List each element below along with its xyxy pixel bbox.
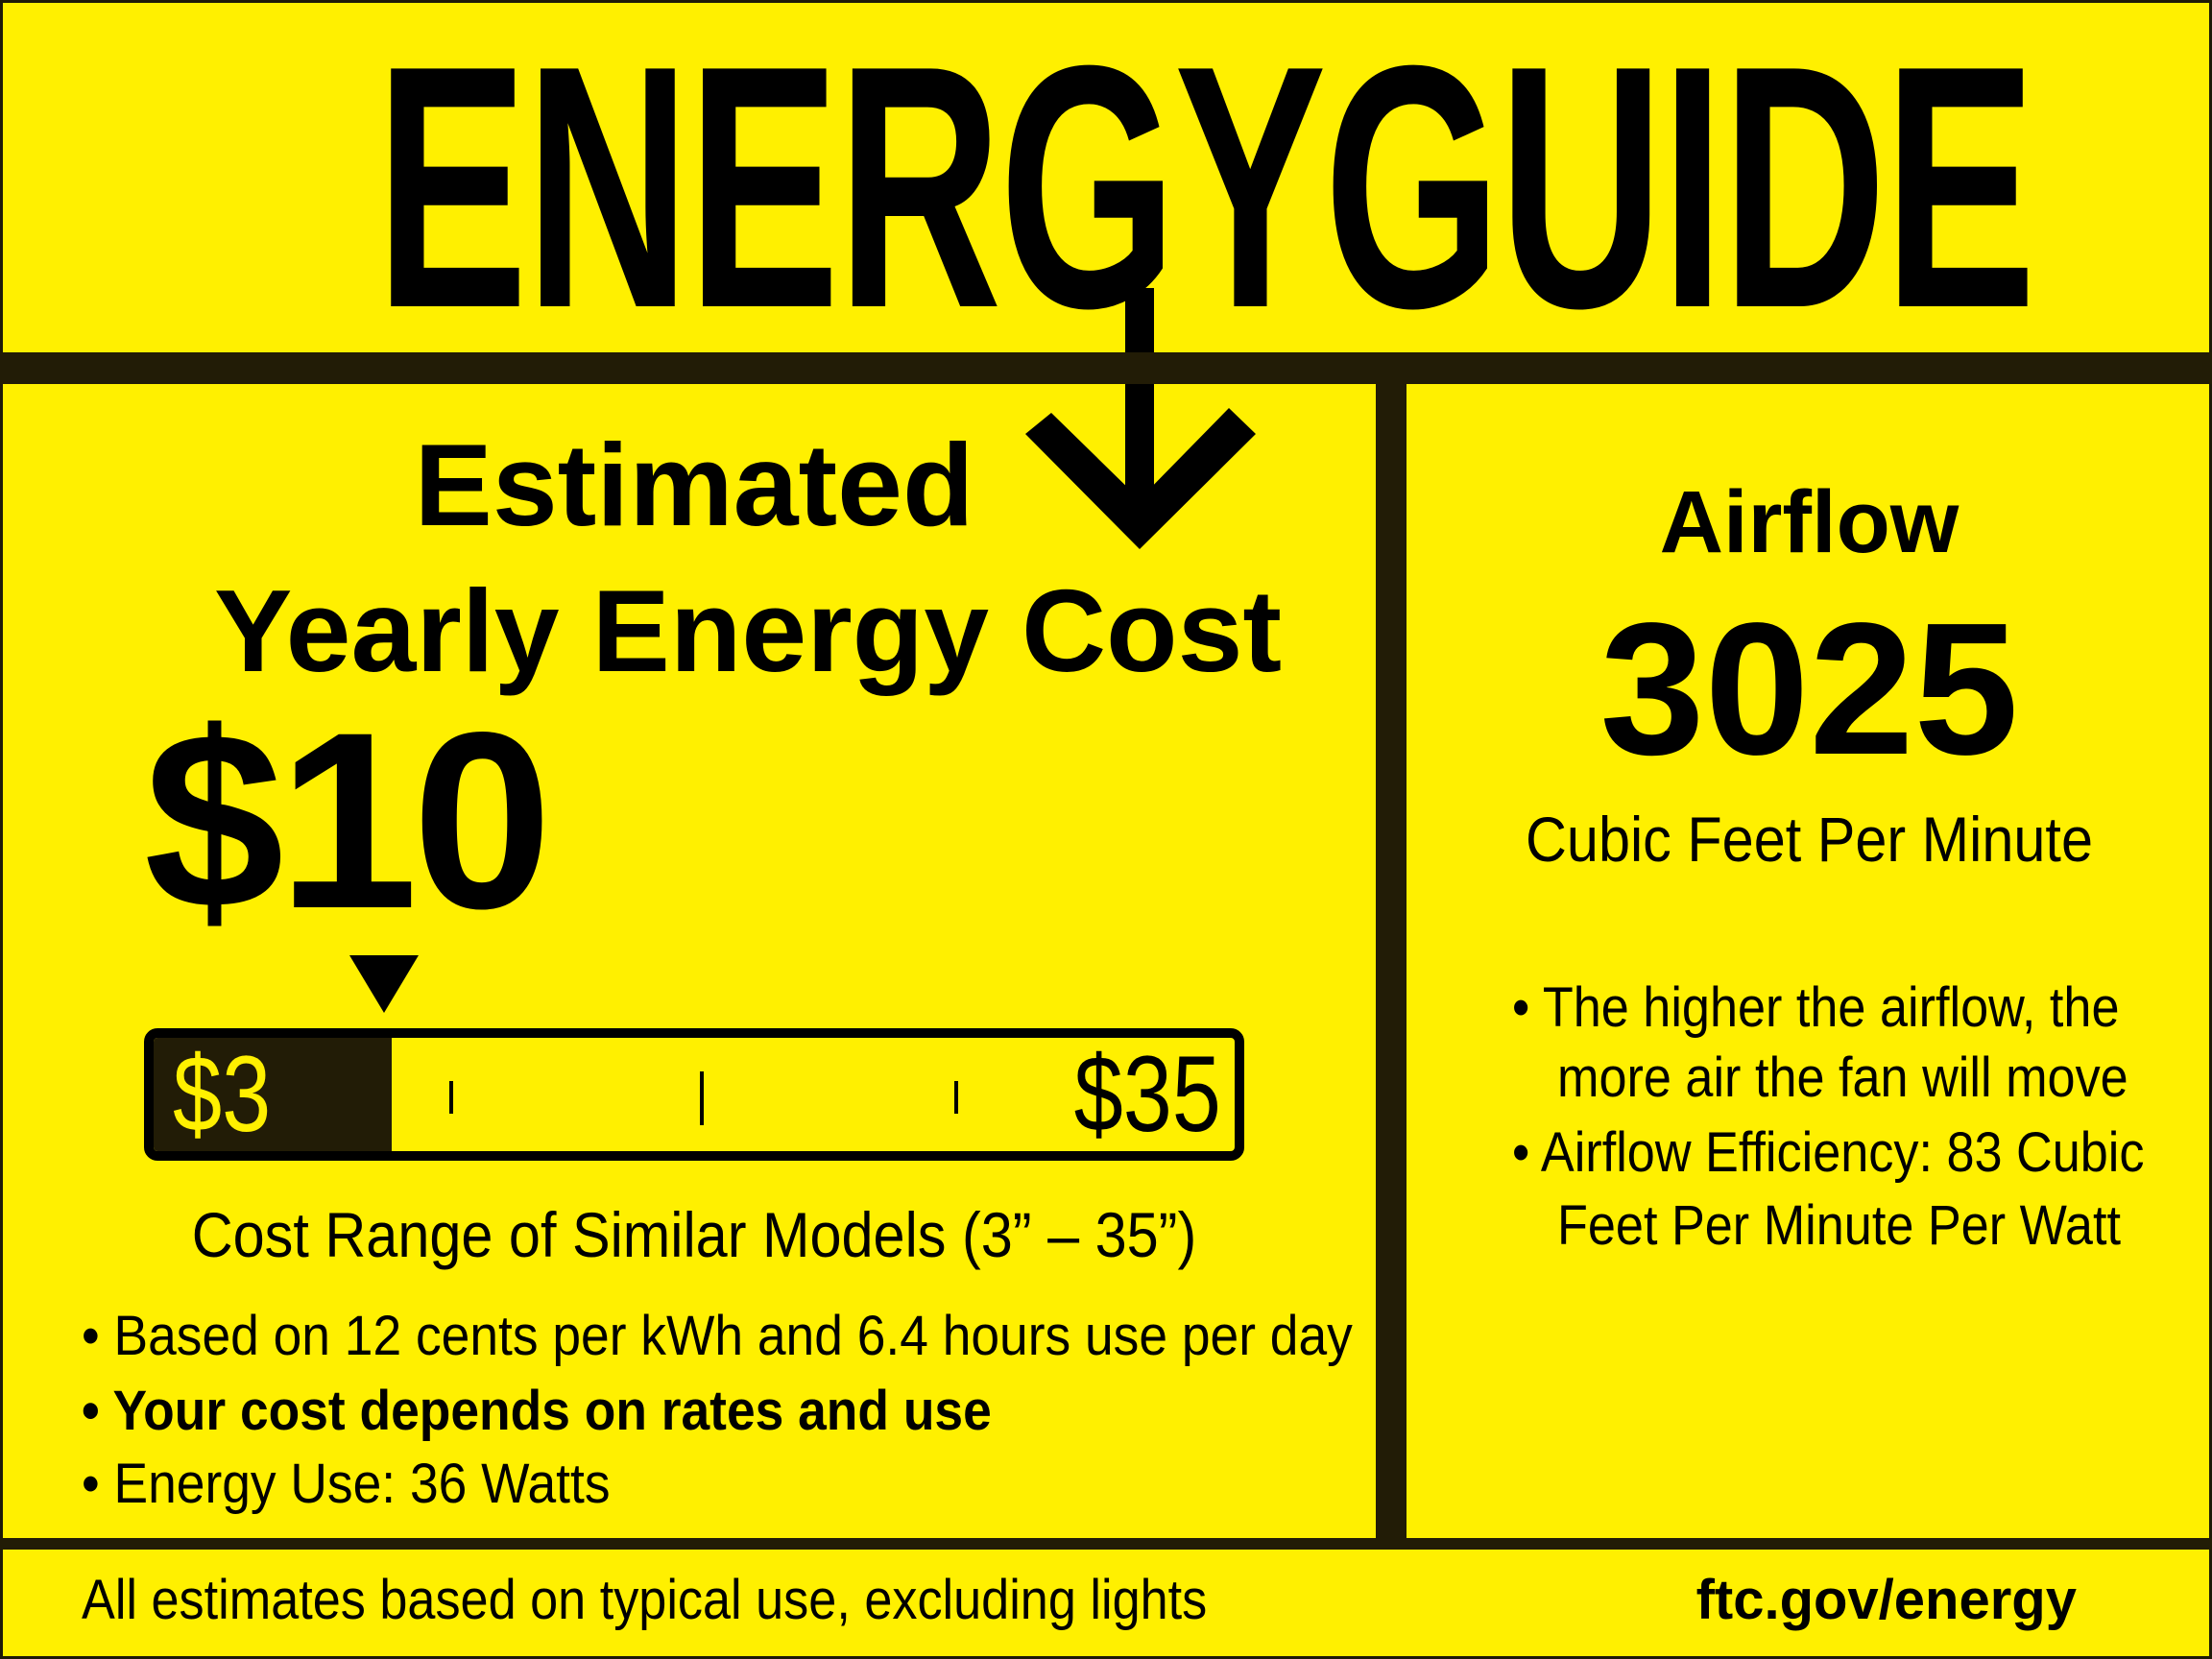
cost-bullet: • Your cost depends on rates and use <box>82 1380 992 1442</box>
cost-heading-line1: Estimated <box>414 420 974 550</box>
scale-tick <box>449 1081 453 1114</box>
airflow-bullet: Feet Per Minute Per Watt <box>1557 1194 2121 1257</box>
footer-divider <box>0 1538 2212 1550</box>
airflow-unit: Cubic Feet Per Minute <box>1526 804 2093 875</box>
airflow-value: 3025 <box>1599 584 2019 794</box>
cost-range-fill <box>154 1038 392 1151</box>
airflow-heading: Airflow <box>1659 473 1960 571</box>
scale-tick <box>700 1071 704 1125</box>
cost-range-scale: $3 $35 <box>144 1028 1244 1161</box>
column-divider <box>1376 384 1407 1538</box>
cost-bullet: • Based on 12 cents per kWh and 6.4 hour… <box>82 1305 1353 1367</box>
energyguide-title: ENERGYGUIDE <box>375 0 2035 380</box>
cost-range-caption: Cost Range of Similar Models (3” – 35”) <box>191 1199 1197 1270</box>
cost-heading-line2: Yearly Energy Cost <box>214 565 1283 696</box>
scale-tick <box>954 1081 958 1114</box>
footer-note: All estimates based on typical use, excl… <box>82 1569 1208 1631</box>
header-divider <box>0 352 2212 384</box>
airflow-bullet: • The higher the airflow, the <box>1512 976 2120 1039</box>
yearly-cost-value: $10 <box>144 680 552 961</box>
airflow-bullet: more air the fan will move <box>1557 1046 2128 1109</box>
scale-high-label: $35 <box>1073 1034 1221 1154</box>
cost-marker-triangle <box>349 955 419 1013</box>
ftc-energy-link[interactable]: ftc.gov/energy <box>1695 1569 2077 1631</box>
cost-bullet: • Energy Use: 36 Watts <box>82 1453 611 1515</box>
airflow-bullet: • Airflow Efficiency: 83 Cubic <box>1512 1121 2145 1184</box>
scale-low-label: $3 <box>173 1034 272 1154</box>
